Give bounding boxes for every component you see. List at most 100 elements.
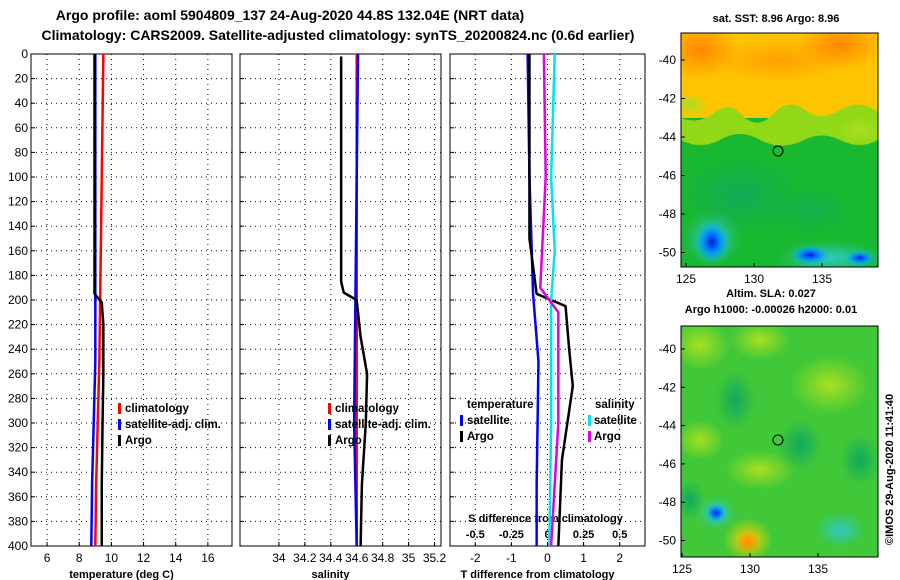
x-tick-label: 0	[544, 551, 551, 565]
map-y-tick-label: -46	[659, 169, 677, 183]
x-tick-label: 34	[272, 551, 286, 565]
map-y-tick-label: -48	[659, 207, 677, 221]
secondary-tick-label: -0.25	[499, 529, 524, 541]
sla-patch	[815, 512, 865, 548]
x-tick-label: 14	[169, 551, 183, 565]
legend-label: Argo	[125, 435, 152, 447]
map-x-tick-label: 125	[676, 272, 696, 286]
x-tick-label: 10	[105, 551, 119, 565]
map-y-tick-label: -46	[659, 457, 677, 471]
legend-swatch	[118, 435, 121, 446]
y-tick-label: 140	[8, 219, 28, 233]
legend-label: satellite-adj. clim.	[335, 419, 431, 431]
map-x-tick-label: 130	[740, 562, 760, 576]
map-x-tick-label: 135	[812, 272, 832, 286]
legend-swatch	[328, 435, 331, 446]
legend-swatch	[460, 415, 463, 426]
sla-patch	[730, 326, 790, 360]
sst-cold-patch	[845, 250, 875, 266]
x-tick-label: 12	[137, 551, 151, 565]
legend-swatch	[118, 403, 121, 414]
x-axis-label: salinity	[312, 569, 351, 580]
sla-map-title-line1: Altim. SLA: 0.027	[726, 288, 816, 300]
secondary-axis-label: S difference from climatology	[468, 513, 624, 525]
secondary-tick-label: 0.5	[612, 529, 627, 541]
map-y-tick-label: -42	[659, 92, 677, 106]
y-tick-label: 80	[15, 145, 29, 159]
y-tick-label: 400	[8, 539, 28, 553]
legend-swatch	[118, 419, 121, 430]
x-axis-label: T difference from climatology	[460, 569, 615, 580]
series-line-s-argo	[539, 53, 560, 547]
legend-label: climatology	[335, 403, 400, 415]
y-tick-label: 0	[21, 47, 28, 61]
x-tick-label: 35.2	[423, 551, 447, 565]
secondary-tick-label: -0.5	[466, 529, 485, 541]
sst-cold-patch	[790, 245, 830, 265]
y-tick-label: 280	[8, 391, 28, 405]
y-tick-label: 220	[8, 318, 28, 332]
legend-swatch	[588, 431, 591, 442]
sla-eddy	[705, 503, 727, 523]
x-tick-label: 16	[201, 551, 215, 565]
sst-front-band	[681, 104, 878, 146]
y-tick-label: 320	[8, 441, 28, 455]
legend-title-salinity: salinity	[595, 399, 635, 411]
y-tick-label: 300	[8, 416, 28, 430]
map-y-tick-label: -42	[659, 380, 677, 394]
sst-patch	[765, 185, 855, 235]
y-tick-label: 20	[15, 72, 29, 86]
sst-argo-marker	[772, 145, 784, 157]
x-tick-label: 8	[76, 551, 83, 565]
sla-patch	[790, 355, 870, 415]
sla-map-title-line2: Argo h1000: -0.00026 h2000: 0.01	[685, 304, 857, 316]
legend-label: Argo	[594, 431, 621, 443]
sst-map-ticks: -40 -42 -44 -46 -48 -50 125 130 135	[659, 53, 833, 286]
title-line2: Climatology: CARS2009. Satellite-adjuste…	[42, 27, 635, 43]
credit-stamp: ©IMOS 29-Aug-2020 11:41:40	[884, 394, 896, 545]
x-tick-label: 2	[616, 551, 623, 565]
map-y-tick-label: -50	[659, 246, 677, 260]
x-tick-label: 34.8	[371, 551, 395, 565]
sst-patch	[835, 115, 878, 145]
sst-cold-patch	[694, 220, 730, 264]
sla-patch	[715, 370, 755, 430]
sst-map-frame	[680, 32, 879, 268]
x-tick-label: -2	[470, 551, 481, 565]
series-line-argo	[93, 54, 105, 546]
difference-panel: -2 -1 0 1 2T difference from climatology S di…	[449, 53, 646, 580]
y-tick-label: 40	[15, 96, 29, 110]
x-tick-label: 35	[402, 551, 416, 565]
temperature-panel: 0 20 40 60 80 100 120 140 160 180 200 220 240 260 280 3…	[8, 47, 233, 580]
y-tick-label: 200	[8, 293, 28, 307]
sst-patch	[681, 93, 710, 117]
x-tick-label: 34.4	[319, 551, 343, 565]
map-x-tick-label: 130	[744, 272, 764, 286]
x-axis-label: temperature (deg C)	[69, 569, 174, 580]
y-tick-label: 120	[8, 195, 28, 209]
map-y-tick-label: -40	[659, 53, 677, 67]
title-line1: Argo profile: aoml 5904809_137 24-Aug-20…	[56, 7, 524, 23]
series-line-s-satellite	[548, 53, 556, 547]
map-y-tick-label: -40	[659, 342, 677, 356]
sla-map: Altim. SLA: 0.027 Argo h1000: -0.00026 h…	[659, 288, 879, 576]
y-tick-label: 340	[8, 465, 28, 479]
map-y-tick-label: -44	[659, 130, 677, 144]
map-x-tick-label: 135	[808, 562, 828, 576]
legend-swatch	[588, 415, 591, 426]
x-tick-label: 34.6	[345, 551, 369, 565]
map-x-tick-label: 125	[672, 562, 692, 576]
legend-label: satellite-adj. clim.	[125, 419, 221, 431]
y-tick-label: 160	[8, 244, 28, 258]
sla-patch	[778, 420, 822, 470]
x-tick-label: -1	[506, 551, 517, 565]
legend-label: satellite	[467, 415, 510, 427]
x-tick-label: 34.2	[293, 551, 317, 565]
y-tick-label: 100	[8, 170, 28, 184]
legend-title-temperature: temperature	[467, 399, 533, 411]
y-tick-label: 380	[8, 514, 28, 528]
legend-label: satellite	[594, 415, 637, 427]
series-line-argo	[339, 56, 369, 547]
map-y-tick-label: -48	[659, 495, 677, 509]
